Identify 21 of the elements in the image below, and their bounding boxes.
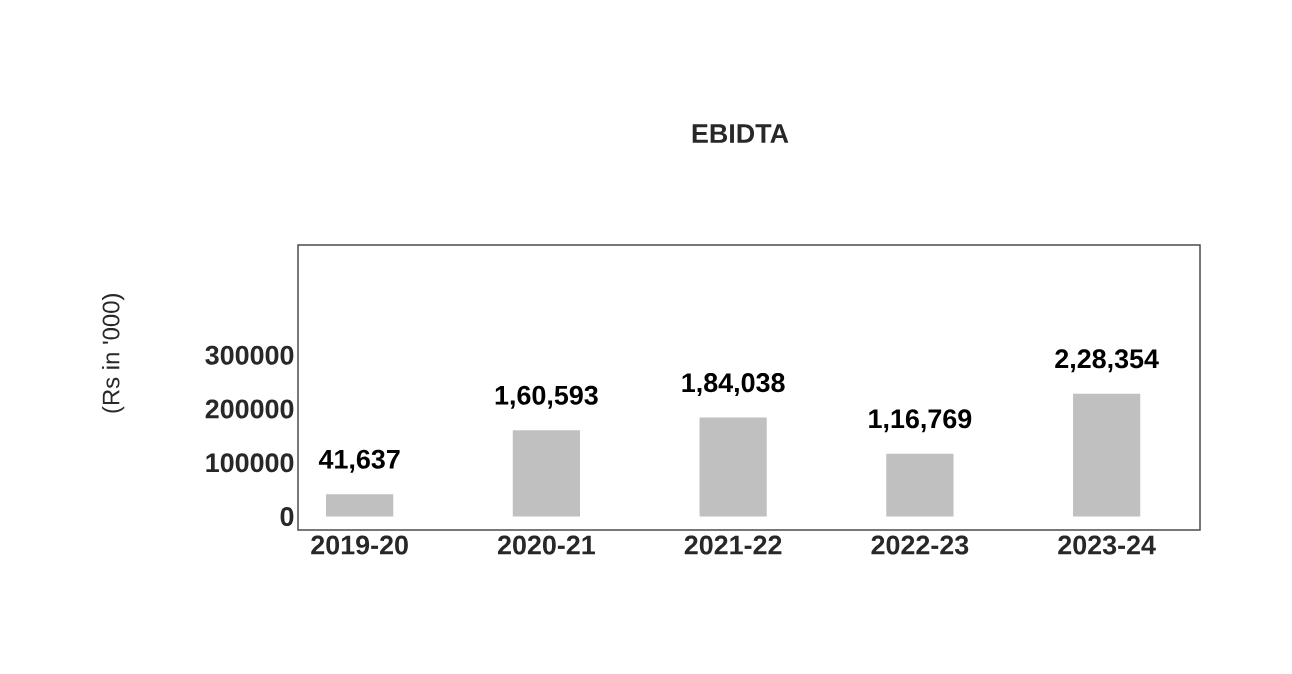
data-label: 1,60,593 (495, 385, 598, 409)
y-tick-label: 300000 (205, 345, 294, 365)
x-tick-label: 2023-24 (1058, 535, 1156, 555)
x-tick-label: 2022-23 (871, 535, 969, 555)
data-label: 2,28,354 (1055, 349, 1159, 373)
bar (699, 417, 767, 517)
y-tick-label: 200000 (205, 399, 294, 419)
data-label: 41,637 (318, 449, 400, 473)
bar (326, 494, 394, 517)
x-tick-label: 2019-20 (311, 535, 408, 555)
y-tick-label: 0 (280, 507, 294, 527)
chart-title: EBIDTA (692, 124, 789, 143)
x-tick-label: 2020-21 (497, 535, 595, 555)
bar (1073, 393, 1141, 517)
x-tick-label: 2021-22 (684, 535, 782, 555)
y-tick-label: 100000 (206, 453, 294, 473)
bar (512, 430, 580, 517)
y-axis-title: (Rs in '000) (101, 294, 125, 413)
data-label: 1,16,769 (869, 409, 972, 433)
bar (886, 453, 954, 517)
data-label: 1,84,038 (682, 373, 785, 397)
